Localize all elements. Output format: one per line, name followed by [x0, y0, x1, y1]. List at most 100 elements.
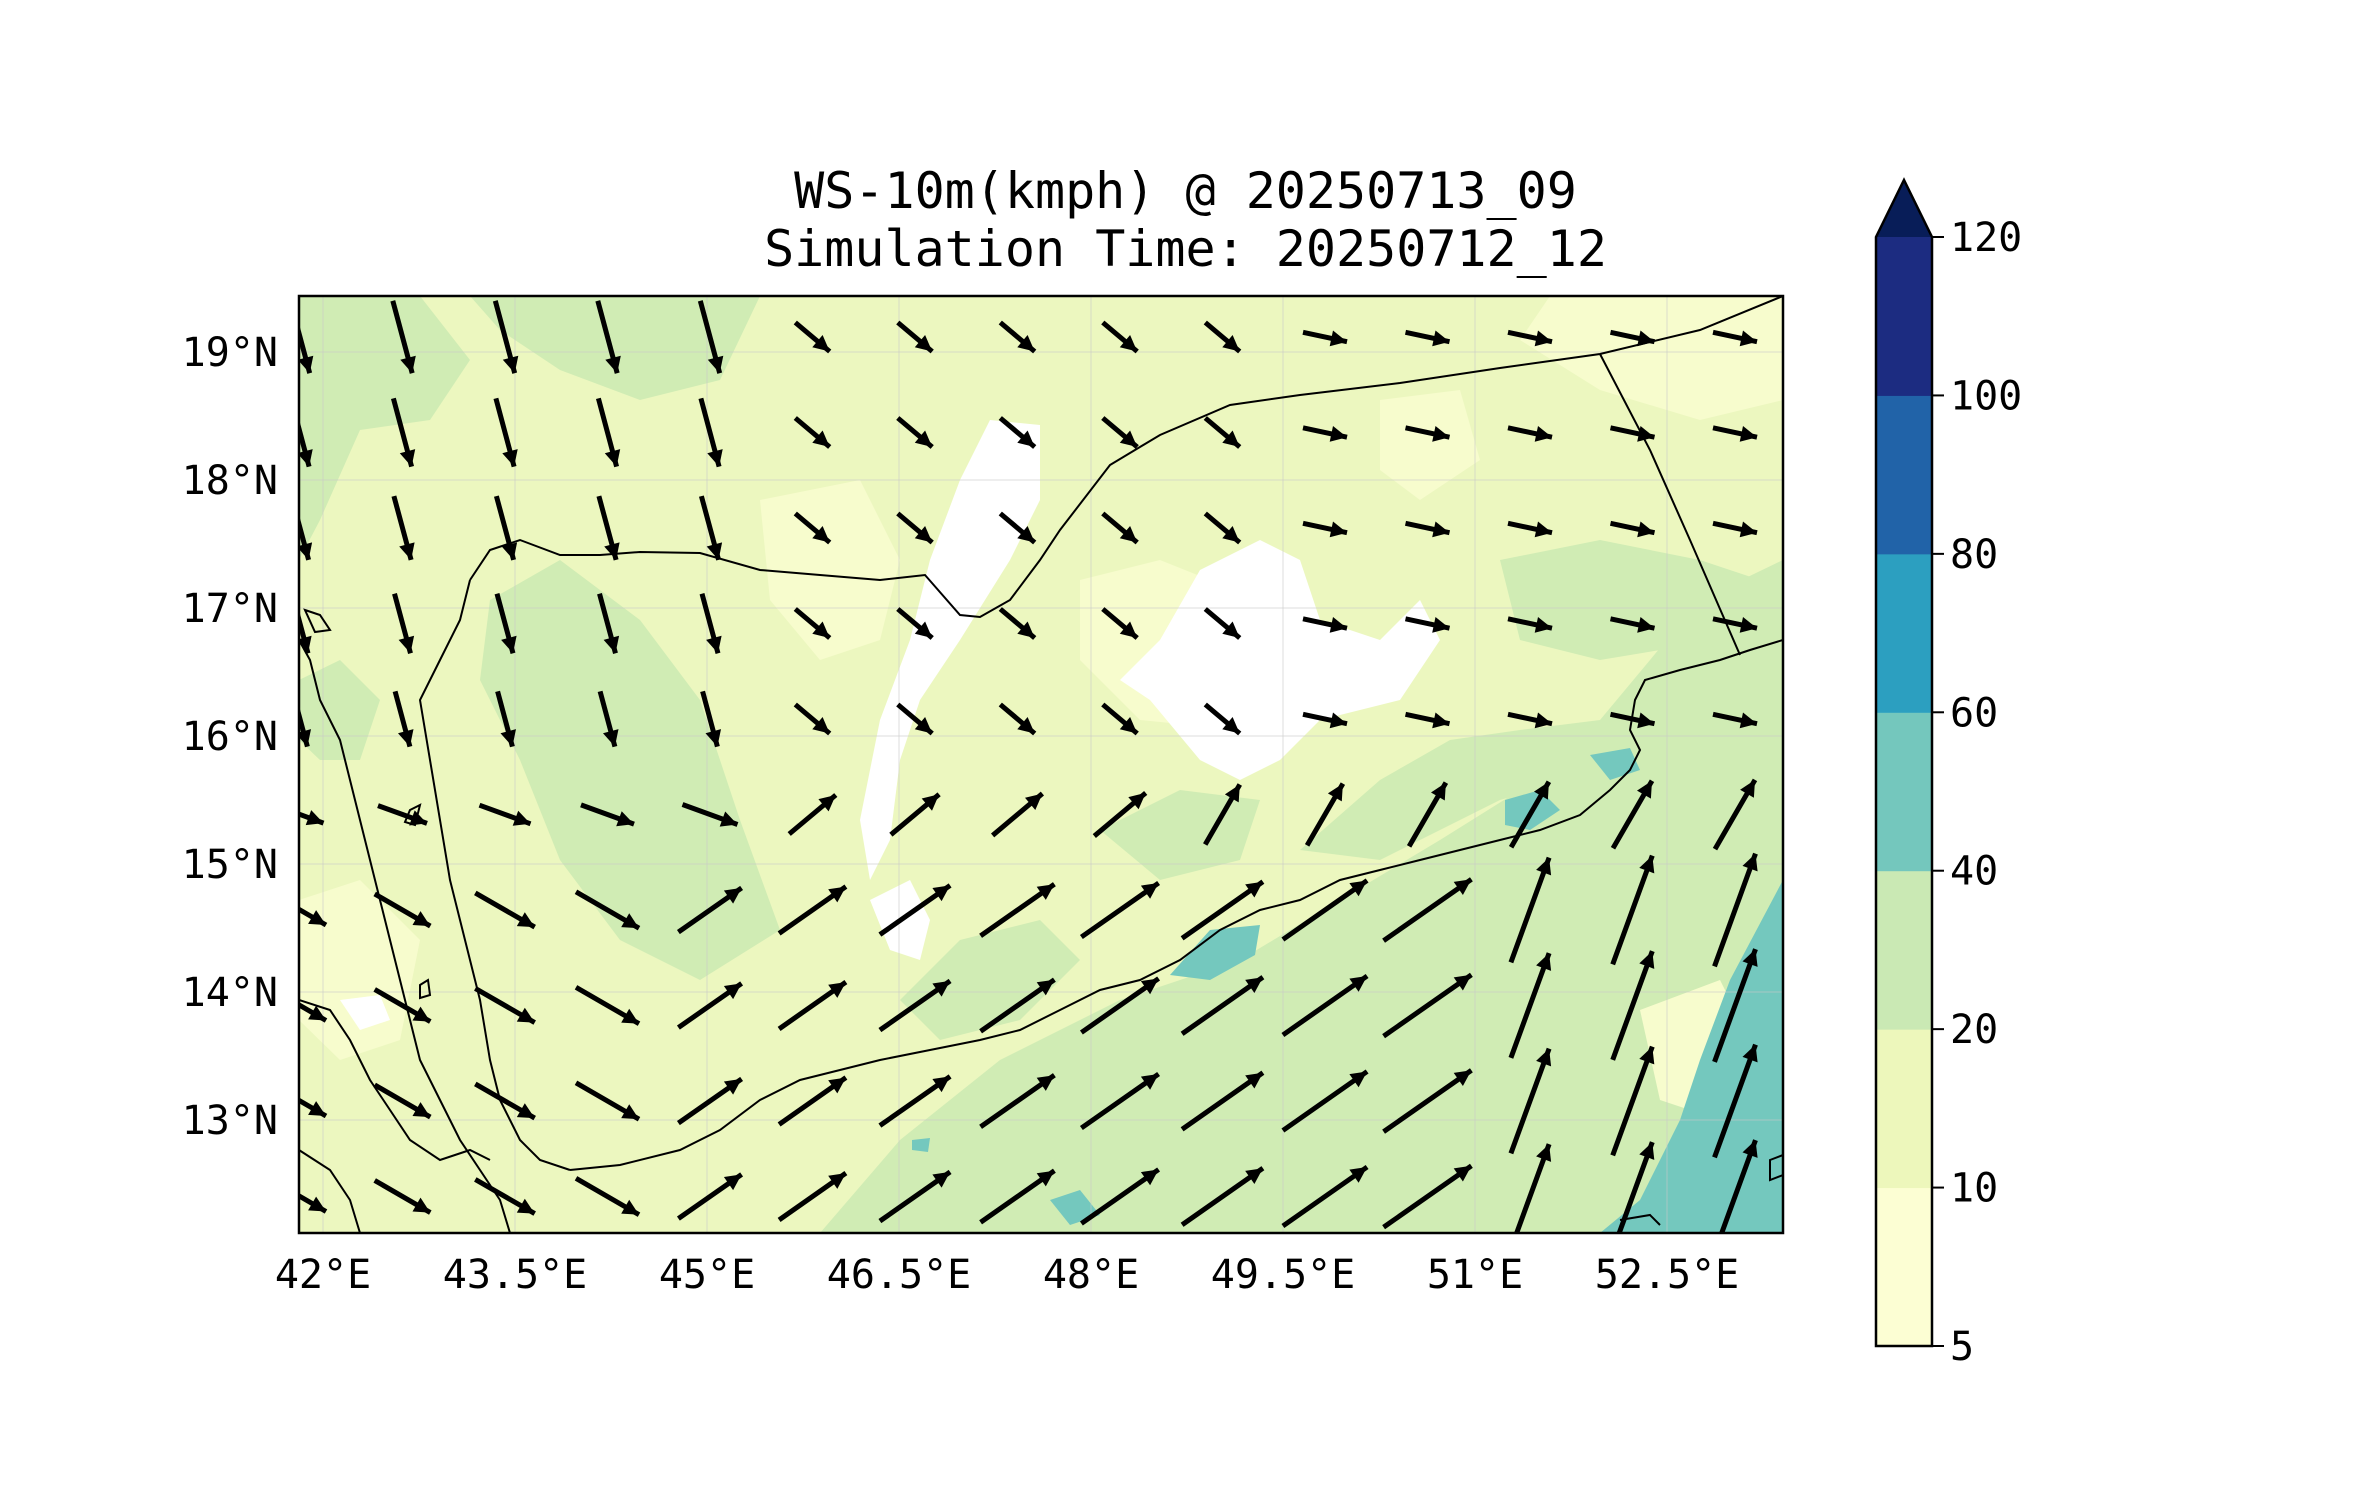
wind-vector-head: [723, 1078, 742, 1095]
wind-vector: [1180, 1166, 1265, 1227]
wind-vector-head: [1036, 884, 1055, 900]
wind-vector-head: [812, 526, 830, 543]
wind-vector-head: [1637, 521, 1655, 538]
wind-vector-head: [516, 1007, 535, 1023]
wind-vector: [1382, 1163, 1473, 1230]
wind-vector-head: [308, 1005, 326, 1021]
border-yemen-oman: [1599, 353, 1741, 656]
wind-vector-head: [412, 1006, 431, 1022]
wind-vector-head: [1349, 1167, 1368, 1183]
wind-vector-head: [399, 542, 415, 560]
wind-vector-head: [706, 542, 723, 560]
colorbar-tick-label: 60: [1950, 690, 1998, 736]
wind-vector-head: [1637, 426, 1655, 442]
wind-vector: [1508, 856, 1552, 964]
map-gridlines: [299, 296, 1783, 1233]
wind-vector-head: [1329, 330, 1347, 347]
wind-vector-head: [1742, 1140, 1758, 1158]
wind-vector-head: [1739, 521, 1757, 538]
wind-vector-head: [1349, 976, 1368, 992]
wind-vector-head: [1536, 857, 1552, 876]
x-tick-label: 42°E: [275, 1252, 371, 1298]
wind-vector-head: [1637, 330, 1655, 347]
wind-vector-head: [1140, 978, 1159, 995]
title-line-2: Simulation Time: 20250712_12: [764, 220, 1607, 278]
colorbar-tick-label: 20: [1950, 1007, 1998, 1053]
wind-vector-head: [605, 355, 621, 374]
wind-vector-head: [1432, 617, 1450, 633]
colorbar-tick-label: 80: [1950, 532, 1998, 578]
wind-vector-head: [1432, 330, 1450, 347]
wind-vector: [1281, 878, 1369, 942]
wind-vector-head: [1536, 1048, 1552, 1067]
wind-vector: [1712, 852, 1758, 968]
wind-vector: [1180, 975, 1265, 1036]
wind-vector-head: [723, 887, 742, 904]
wind-vector-head: [621, 1104, 639, 1120]
wind-vector-head: [1036, 1170, 1055, 1187]
wind-vector-head: [400, 355, 416, 374]
wind-vector: [1281, 973, 1369, 1038]
wind-vector: [1610, 1045, 1655, 1157]
wind-vector: [1382, 1068, 1473, 1134]
wind-vector-head: [719, 811, 738, 827]
wind-vector: [1514, 1143, 1552, 1233]
wind-vector: [1712, 948, 1758, 1063]
wind-vector-head: [621, 913, 639, 929]
wind-vector-head: [299, 635, 312, 654]
wind-vector-head: [1637, 712, 1655, 729]
y-tick-label: 15°N: [182, 842, 278, 888]
wind-vector-head: [1637, 780, 1652, 799]
colorbar-outline: [1874, 177, 1934, 1348]
wind-vector-head: [932, 1171, 951, 1188]
x-tick-label: 45°E: [659, 1252, 755, 1298]
wind-vector-head: [1128, 792, 1146, 810]
wind-vector-head: [707, 355, 724, 374]
wind-vector-head: [501, 635, 517, 654]
wind-vector-head: [1119, 526, 1138, 543]
wind-vector-head: [305, 810, 324, 826]
wind-vector-head: [1140, 1074, 1159, 1090]
x-tick-label: 48°E: [1043, 1252, 1139, 1298]
x-tick-label: 51°E: [1427, 1252, 1523, 1298]
wind-vector-head: [1222, 335, 1240, 352]
wind-vector-head: [604, 542, 620, 560]
wind-vector-head: [1222, 430, 1240, 447]
x-tick-label: 46.5°E: [827, 1252, 972, 1298]
wind-vector-head: [707, 449, 723, 467]
wind-vector: [1180, 879, 1265, 941]
wind-vector-head: [409, 810, 427, 826]
border-yemen-saudi: [469, 296, 1783, 619]
wind-vector-head: [921, 794, 940, 811]
wind-vector-head: [299, 729, 311, 747]
x-tick-label: 52.5°E: [1595, 1252, 1740, 1298]
wind-vector: [1610, 950, 1655, 1061]
wind-vector-head: [1245, 1072, 1263, 1089]
colorbar-band: [1876, 553, 1932, 713]
wind-vector-head: [706, 635, 722, 654]
wind-vector-head: [1453, 879, 1472, 895]
y-tick-label: 14°N: [182, 970, 278, 1016]
wind-vector-head: [1739, 712, 1757, 729]
y-axis-ticks: 19°N 18°N 17°N 16°N 15°N 14°N 13°N: [182, 330, 278, 1144]
wind-vector-head: [1431, 782, 1446, 801]
wind-vector-head: [828, 1077, 846, 1094]
wind-vector-head: [604, 449, 621, 467]
wind-vector-head: [812, 335, 830, 352]
x-tick-label: 43.5°E: [443, 1252, 588, 1298]
colorbar-band: [1876, 1187, 1932, 1347]
wind-vector-head: [1453, 1165, 1472, 1182]
wind-vector-head: [299, 449, 313, 467]
wind-vector-head: [914, 717, 933, 734]
wind-vector-head: [1742, 853, 1758, 872]
y-tick-label: 13°N: [182, 1098, 278, 1144]
wind-vector-head: [1432, 712, 1450, 729]
wind-vector-head: [1222, 526, 1240, 543]
wind-vector-head: [1639, 1142, 1655, 1160]
coastline-red-sea: [418, 579, 571, 1171]
wind-vector-head: [1453, 974, 1472, 991]
y-tick-label: 19°N: [182, 330, 278, 376]
wind-vector-head: [1742, 1044, 1758, 1063]
colorbar-tick-label: 5: [1950, 1324, 1974, 1370]
wind-vector-head: [818, 795, 836, 812]
